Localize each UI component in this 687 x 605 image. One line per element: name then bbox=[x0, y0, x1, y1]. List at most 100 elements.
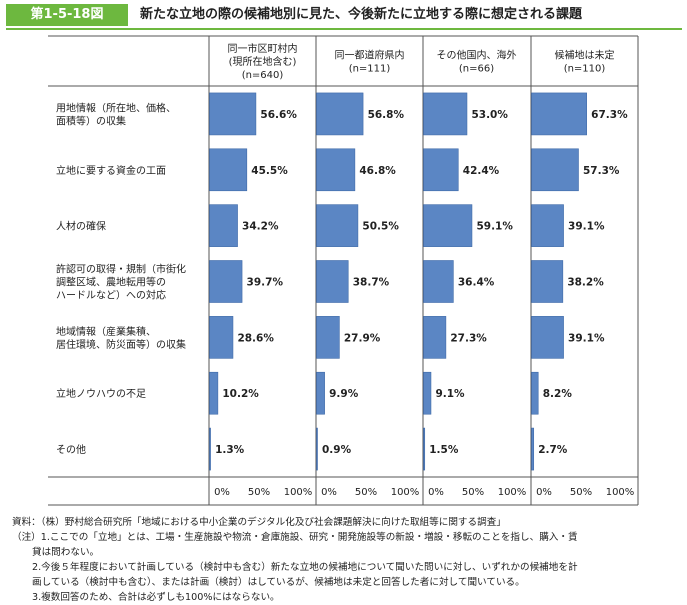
note-1-cont: 貸は問わない。 bbox=[32, 547, 100, 558]
value-label-1-0: 56.8% bbox=[368, 109, 405, 121]
bar-1-1 bbox=[316, 148, 356, 192]
panel-header-0-1: (現所在地含む) bbox=[229, 55, 297, 68]
note-2: 2.今後５年程度において計画している（検討中も含む）新たな立地の候補地について聞… bbox=[32, 562, 578, 573]
x-tick-2-0: 0% bbox=[428, 487, 444, 498]
value-label-2-2: 59.1% bbox=[476, 221, 513, 233]
x-tick-0-1: 50% bbox=[248, 487, 270, 498]
x-tick-3-2: 100% bbox=[606, 487, 635, 498]
panel-header-2-1: (n=66) bbox=[459, 64, 494, 75]
value-label-2-1: 42.4% bbox=[463, 165, 500, 177]
footnotes: 資料：（株）野村総合研究所「地域における中小企業のデジタル化及び社会課題解決に向… bbox=[12, 515, 680, 605]
value-label-3-5: 8.2% bbox=[543, 388, 573, 400]
panel-header-0-0: 同一市区町村内 bbox=[228, 42, 298, 55]
bar-1-3 bbox=[316, 260, 349, 303]
bar-0-0 bbox=[209, 92, 257, 136]
x-tick-1-1: 50% bbox=[355, 487, 377, 498]
x-tick-3-1: 50% bbox=[570, 487, 592, 498]
bar-3-4 bbox=[531, 316, 564, 359]
value-label-0-4: 28.6% bbox=[237, 332, 274, 344]
value-label-0-5: 10.2% bbox=[222, 388, 259, 400]
figure-title: 新たな立地の際の候補地別に見た、今後新たに立地する際に想定される課題 bbox=[140, 7, 583, 22]
category-label-3-1: 調整区域、農地転用等の bbox=[56, 276, 166, 289]
value-label-3-0: 67.3% bbox=[591, 109, 628, 121]
bar-0-2 bbox=[209, 204, 238, 247]
value-label-3-3: 38.2% bbox=[567, 277, 604, 289]
value-label-1-5: 9.9% bbox=[329, 388, 359, 400]
bar-2-0 bbox=[423, 92, 468, 136]
value-label-2-5: 9.1% bbox=[435, 388, 465, 400]
bar-2-6 bbox=[423, 427, 426, 471]
note-source: 資料：（株）野村総合研究所「地域における中小企業のデジタル化及び社会課題解決に向… bbox=[12, 517, 506, 528]
category-label-3-0: 許認可の取得・規制（市街化 bbox=[56, 263, 186, 276]
category-label-4-1: 居住環境、防災面等）の収集 bbox=[56, 338, 186, 351]
value-label-1-3: 38.7% bbox=[353, 277, 390, 289]
bar-3-2 bbox=[531, 204, 564, 247]
x-tick-2-2: 100% bbox=[498, 487, 527, 498]
panel-header-3-0: 候補地は未定 bbox=[555, 49, 615, 62]
category-label-0-0: 用地情報（所在地、価格、 bbox=[56, 101, 176, 114]
panel-header-1-0: 同一都道府県内 bbox=[335, 49, 405, 62]
value-label-0-2: 34.2% bbox=[242, 221, 279, 233]
value-label-3-1: 57.3% bbox=[583, 165, 620, 177]
value-label-1-6: 0.9% bbox=[322, 444, 352, 456]
bar-0-5 bbox=[209, 371, 219, 415]
bar-1-4 bbox=[316, 316, 340, 359]
x-tick-1-0: 0% bbox=[321, 487, 337, 498]
value-label-2-0: 53.0% bbox=[471, 109, 508, 121]
value-label-3-4: 39.1% bbox=[568, 332, 605, 344]
bar-0-1 bbox=[209, 148, 248, 192]
category-label-1-0: 立地に要する資金の工面 bbox=[56, 164, 166, 177]
value-label-0-0: 56.6% bbox=[260, 109, 297, 121]
bar-chart: 用地情報（所在地、価格、面積等）の収集立地に要する資金の工面人材の確保許認可の取… bbox=[48, 35, 639, 506]
figure-header: 第1-5-18図 新たな立地の際の候補地別に見た、今後新たに立地する際に想定され… bbox=[0, 0, 687, 30]
bar-2-5 bbox=[423, 371, 432, 415]
panel-header-0-2: (n=640) bbox=[242, 70, 284, 81]
value-label-2-4: 27.3% bbox=[450, 332, 487, 344]
category-label-5-0: 立地ノウハウの不足 bbox=[56, 387, 146, 400]
panel-header-1-1: (n=111) bbox=[349, 64, 391, 75]
value-label-2-6: 1.5% bbox=[429, 444, 459, 456]
x-tick-2-1: 50% bbox=[462, 487, 484, 498]
bar-0-4 bbox=[209, 316, 234, 359]
note-3: 3.複数回答のため、合計は必ずしも100%にはならない。 bbox=[32, 592, 280, 603]
bar-3-1 bbox=[531, 148, 579, 192]
bar-1-2 bbox=[316, 204, 359, 247]
bar-0-3 bbox=[209, 260, 243, 303]
x-tick-0-0: 0% bbox=[214, 487, 230, 498]
category-label-4-0: 地域情報（産業集積、 bbox=[56, 325, 156, 338]
panel-header-3-1: (n=110) bbox=[564, 64, 606, 75]
bar-2-4 bbox=[423, 316, 447, 359]
value-label-0-3: 39.7% bbox=[247, 277, 284, 289]
bar-2-3 bbox=[423, 260, 454, 303]
value-label-3-6: 2.7% bbox=[538, 444, 568, 456]
value-label-0-1: 45.5% bbox=[251, 165, 288, 177]
header-rule bbox=[6, 28, 682, 30]
bar-0-6 bbox=[209, 427, 211, 471]
figure-number-badge: 第1-5-18図 bbox=[6, 4, 128, 26]
value-label-1-1: 46.8% bbox=[359, 165, 396, 177]
bar-3-5 bbox=[531, 371, 539, 415]
bar-1-0 bbox=[316, 92, 364, 136]
x-tick-3-0: 0% bbox=[536, 487, 552, 498]
bar-3-6 bbox=[531, 427, 535, 471]
panel-header-2-0: その他国内、海外 bbox=[437, 49, 517, 62]
bar-2-2 bbox=[423, 204, 473, 247]
note-1: （注）1.ここでの「立地」とは、工場・生産施設や物流・倉庫施設、研究・開発施設等… bbox=[12, 532, 578, 543]
bar-3-0 bbox=[531, 92, 587, 136]
category-label-3-2: ハードルなど）への対応 bbox=[56, 289, 166, 302]
x-tick-1-2: 100% bbox=[391, 487, 420, 498]
category-label-6-0: その他 bbox=[56, 443, 86, 456]
value-label-3-2: 39.1% bbox=[568, 221, 605, 233]
category-label-2-0: 人材の確保 bbox=[56, 220, 106, 233]
bar-1-6 bbox=[316, 427, 318, 471]
value-label-1-4: 27.9% bbox=[344, 332, 381, 344]
bar-3-3 bbox=[531, 260, 564, 303]
value-label-1-2: 50.5% bbox=[362, 221, 399, 233]
value-label-2-3: 36.4% bbox=[458, 277, 495, 289]
bar-1-5 bbox=[316, 371, 325, 415]
x-tick-0-2: 100% bbox=[284, 487, 313, 498]
note-2-cont: 画している（検討中も含む）、または計画（検討）はしているが、候補地は未定と回答し… bbox=[32, 577, 525, 588]
value-label-0-6: 1.3% bbox=[215, 444, 245, 456]
bar-2-1 bbox=[423, 148, 459, 192]
category-label-0-1: 面積等）の収集 bbox=[56, 114, 126, 127]
